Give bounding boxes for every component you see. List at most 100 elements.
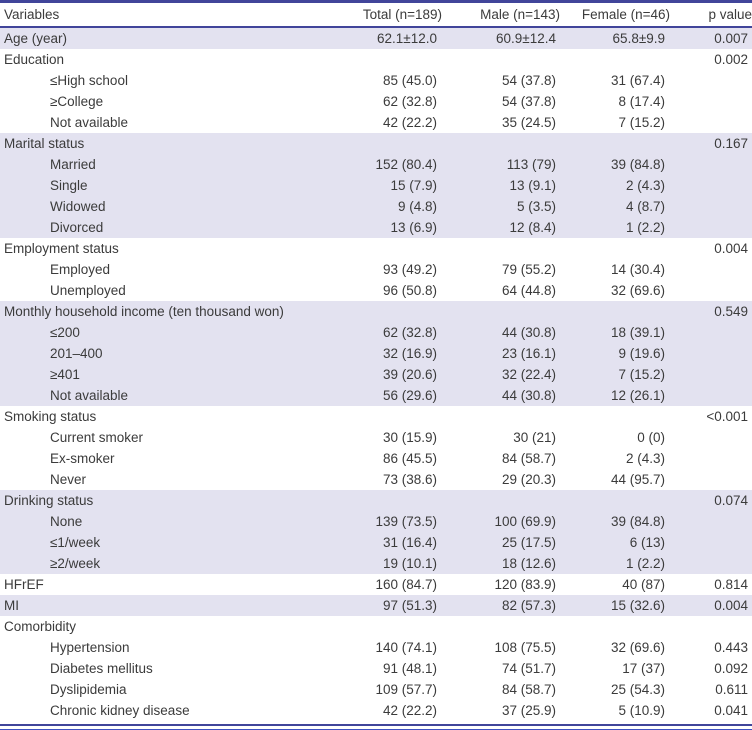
cell-pvalue: 0.814 [714,577,748,592]
cell-pvalue [670,259,752,280]
cell-total [352,406,442,427]
table-row: Not available 56 (29.6) 44 (30.8) 12 (26.1) [0,385,752,406]
table-row: Education 0.002 [0,49,752,70]
cell-total: 30 (15.9) [382,430,437,445]
table-row: Marital status 0.167 [0,133,752,154]
cell-variable: Dyslipidemia [50,682,127,697]
cell-male: 29 (20.3) [501,472,556,487]
cell-total: 56 (29.6) [352,385,442,406]
table-row: Comorbidity [0,616,752,637]
cell-variable: Employment status [4,241,119,256]
cell-total: 62 (32.8) [352,322,442,343]
cell-male: 84 (58.7) [501,682,556,697]
cell-pvalue [670,91,752,112]
header-row: Variables Total (n=189) Male (n=143) Fem… [0,2,752,27]
cell-male: 30 (21) [513,430,556,445]
cell-variable: Unemployed [50,283,126,298]
cell-male: 60.9±12.4 [442,27,560,49]
cell-male: 82 (57.3) [442,595,560,616]
cell-female: 6 (13) [560,532,670,553]
table-row: ≤1/week 31 (16.4) 25 (17.5) 6 (13) [0,532,752,553]
cell-pvalue: 0.074 [670,490,752,511]
table-row: Married 152 (80.4) 113 (79) 39 (84.8) [0,154,752,175]
table-row: Ex-smoker 86 (45.5) 84 (58.7) 2 (4.3) [0,448,752,469]
cell-total: 62.1±12.0 [352,27,442,49]
cell-male: 79 (55.2) [501,262,556,277]
cell-total: 109 (57.7) [375,682,437,697]
cell-total [352,238,442,259]
cell-total: 73 (38.6) [382,472,437,487]
cell-variable: None [0,511,352,532]
cell-female: 4 (8.7) [560,196,670,217]
cell-variable: Current smoker [50,430,144,445]
cell-male: 12 (8.4) [442,217,560,238]
cell-female [560,238,670,259]
cell-male: 108 (75.5) [494,640,556,655]
cell-variable: Never [50,472,87,487]
cell-female [560,616,670,637]
cell-variable: ≥2/week [0,553,352,574]
table-row: Smoking status <0.001 [0,406,752,427]
cell-female: 1 (2.2) [560,217,670,238]
cell-male: 25 (17.5) [442,532,560,553]
cell-male: 74 (51.7) [501,661,556,676]
cell-female: 15 (32.6) [560,595,670,616]
cell-female: 44 (95.7) [610,472,665,487]
cell-female: 65.8±9.9 [560,27,670,49]
cell-female: 32 (69.6) [610,640,665,655]
cell-variable: Not available [50,115,129,130]
cell-male: 100 (69.9) [442,511,560,532]
cell-total: 97 (51.3) [352,595,442,616]
column-header-total: Total (n=189) [362,7,442,22]
table-row: Age (year) 62.1±12.0 60.9±12.4 65.8±9.9 0.00… [0,27,752,49]
table-row: ≥401 39 (20.6) 32 (22.4) 7 (15.2) [0,364,752,385]
cell-male: 84 (58.7) [501,451,556,466]
cell-female: 32 (69.6) [610,283,665,298]
cell-male: 23 (16.1) [442,343,560,364]
cell-female: 17 (37) [622,661,665,676]
cell-total: 15 (7.9) [352,175,442,196]
cell-total: 39 (20.6) [352,364,442,385]
column-header-male: Male (n=143) [480,7,560,22]
cell-variable: MI [0,595,352,616]
cell-pvalue: 0.443 [714,640,748,655]
cell-variable: Married [0,154,352,175]
cell-female: 5 (10.9) [618,703,665,718]
cell-female [560,406,670,427]
cell-pvalue [670,322,752,343]
cell-total [352,133,442,154]
table-row: Never 73 (38.6) 29 (20.3) 44 (95.7) [0,469,752,490]
table-row: ≤High school 85 (45.0) 54 (37.8) 31 (67.4) [0,70,752,91]
cell-pvalue [670,511,752,532]
cell-variable: ≤High school [50,73,128,88]
cell-variable: Monthly household income (ten thousand w… [0,301,352,322]
cell-total: 91 (48.1) [382,661,437,676]
table-row: Employed 93 (49.2) 79 (55.2) 14 (30.4) [0,259,752,280]
cell-pvalue: 0.041 [714,703,748,718]
table-row: Dyslipidemia 109 (57.7) 84 (58.7) 25 (54.3)… [0,679,752,700]
cell-female: 8 (17.4) [618,94,665,109]
cell-male: 44 (30.8) [442,322,560,343]
cell-pvalue [670,448,752,469]
cell-variable: Widowed [0,196,352,217]
table-row: Monthly household income (ten thousand w… [0,301,752,322]
cell-female [560,301,670,322]
cell-male [442,490,560,511]
cell-pvalue [670,280,752,301]
cell-female: 18 (39.1) [560,322,670,343]
cell-pvalue: 0.092 [714,661,748,676]
cell-male: 120 (83.9) [494,577,556,592]
cell-male [442,238,560,259]
cell-total: 140 (74.1) [375,640,437,655]
cell-pvalue: 0.167 [670,133,752,154]
cell-female: 2 (4.3) [560,175,670,196]
cell-male: 18 (12.6) [442,553,560,574]
cell-pvalue [670,616,752,637]
cell-male: 5 (3.5) [442,196,560,217]
cell-female: 25 (54.3) [610,682,665,697]
cell-total: 13 (6.9) [352,217,442,238]
cell-total [352,616,442,637]
cell-total: 42 (22.2) [382,703,437,718]
cell-male [442,49,560,70]
